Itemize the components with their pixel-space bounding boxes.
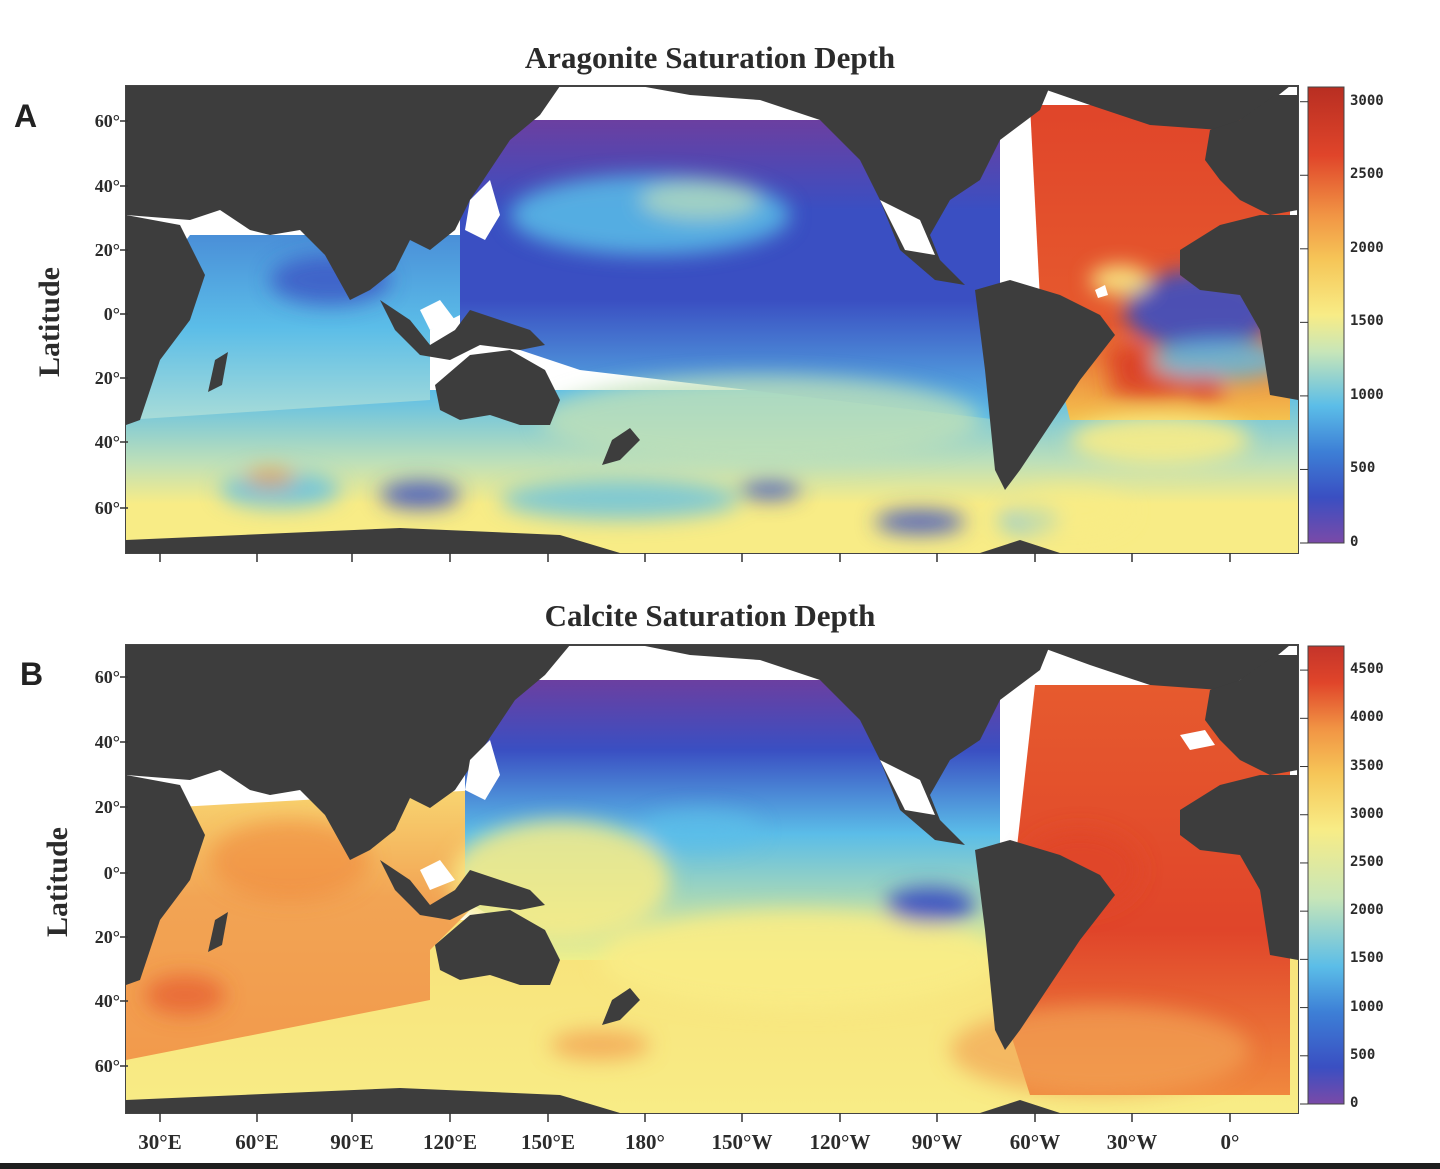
bottom-edge-bar: [0, 1163, 1440, 1169]
panel-a-map: [120, 85, 1345, 562]
panel-a-colorbar-label: 2000: [1350, 239, 1384, 256]
lat-tick: 60°: [94, 667, 120, 687]
x-tick: 150°W: [711, 1130, 773, 1154]
panel-b-colorbar-label: 4000: [1350, 709, 1384, 726]
panel-b-colorbar-label: 3000: [1350, 805, 1384, 822]
panel-b-map: [120, 644, 1345, 1122]
panel-a-colorbar: [1307, 86, 1345, 544]
lat-tick: 40°: [94, 432, 120, 452]
lat-tick: 20°: [94, 240, 120, 260]
lat-tick: 60°: [94, 1056, 120, 1076]
panel-a-colorbar-label: 0: [1350, 534, 1359, 550]
lat-tick: 20°: [94, 797, 120, 817]
x-tick: 120°W: [809, 1130, 871, 1154]
lat-tick: 60°: [94, 111, 120, 131]
panel-b-colorbar-label: 3500: [1350, 757, 1384, 774]
x-tick: 30°W: [1106, 1130, 1158, 1154]
lat-tick: 40°: [94, 991, 120, 1011]
panel-b-colorbar-label: 2000: [1350, 902, 1384, 919]
panel-a-colorbar-label: 3000: [1350, 92, 1384, 109]
panel-a-colorbar-label: 1500: [1350, 313, 1384, 330]
panel-b-colorbar-label: 1000: [1350, 998, 1384, 1015]
x-tick: 180°: [625, 1130, 665, 1154]
lat-tick: 0°: [103, 304, 120, 324]
lat-tick: 20°: [94, 368, 120, 388]
lat-tick: 60°: [94, 498, 120, 518]
lat-tick: 40°: [94, 176, 120, 196]
panel-b-colorbar-label: 1500: [1350, 950, 1384, 967]
panel-b-colorbar-label: 4500: [1350, 661, 1384, 678]
panel-a-colorbar-label: 2500: [1350, 166, 1384, 183]
lat-tick: 40°: [94, 732, 120, 752]
panel-b-colorbar-label: 2500: [1350, 853, 1384, 870]
panel-a-colorbar-label: 1000: [1350, 386, 1384, 403]
x-tick: 150°E: [521, 1130, 575, 1154]
x-tick: 0°: [1220, 1130, 1240, 1154]
x-tick: 120°E: [423, 1130, 477, 1154]
x-tick: 60°W: [1009, 1130, 1061, 1154]
panel-b-colorbar: [1307, 645, 1345, 1105]
x-tick: 30°E: [138, 1130, 182, 1154]
panel-a-colorbar-label: 500: [1350, 460, 1376, 477]
panel-a-title: Aragonite Saturation Depth: [524, 40, 896, 75]
panel-b-letter: B: [20, 656, 44, 692]
panel-a-letter: A: [14, 98, 38, 134]
x-tick: 90°W: [911, 1130, 963, 1154]
x-tick: 90°E: [330, 1130, 374, 1154]
lat-tick: 0°: [103, 863, 120, 883]
lat-tick: 20°: [94, 927, 120, 947]
panel-b-colorbar-label: 0: [1350, 1095, 1359, 1111]
panel-b-colorbar-label: 500: [1350, 1046, 1376, 1063]
x-tick: 60°E: [235, 1130, 279, 1154]
panel-b-title: Calcite Saturation Depth: [544, 598, 876, 633]
